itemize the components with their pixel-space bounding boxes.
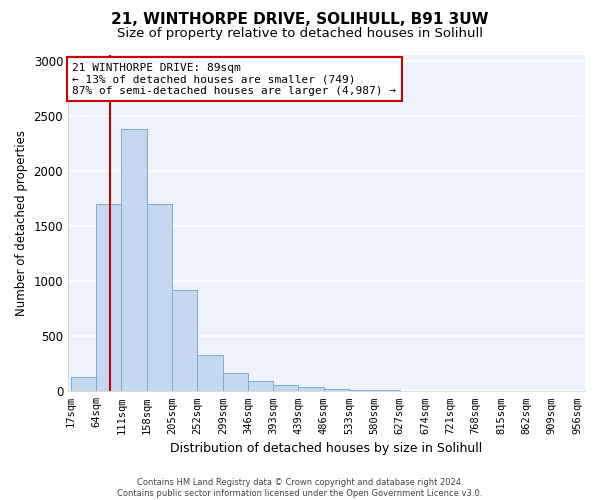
X-axis label: Distribution of detached houses by size in Solihull: Distribution of detached houses by size … [170, 442, 482, 455]
Bar [323, 390, 349, 392]
Bar [298, 387, 323, 392]
Bar [121, 129, 147, 392]
Bar [197, 355, 223, 392]
Text: Contains HM Land Registry data © Crown copyright and database right 2024.
Contai: Contains HM Land Registry data © Crown c… [118, 478, 482, 498]
Bar [96, 204, 121, 392]
Bar [147, 204, 172, 392]
Bar [223, 373, 248, 392]
Bar [274, 385, 298, 392]
Text: Size of property relative to detached houses in Solihull: Size of property relative to detached ho… [117, 28, 483, 40]
Text: 21, WINTHORPE DRIVE, SOLIHULL, B91 3UW: 21, WINTHORPE DRIVE, SOLIHULL, B91 3UW [111, 12, 489, 28]
Bar [349, 390, 374, 392]
Bar [400, 391, 425, 392]
Text: 21 WINTHORPE DRIVE: 89sqm
← 13% of detached houses are smaller (749)
87% of semi: 21 WINTHORPE DRIVE: 89sqm ← 13% of detac… [73, 62, 397, 96]
Bar [71, 377, 96, 392]
Bar [172, 290, 197, 392]
Y-axis label: Number of detached properties: Number of detached properties [15, 130, 28, 316]
Bar [248, 382, 274, 392]
Bar [374, 390, 400, 392]
